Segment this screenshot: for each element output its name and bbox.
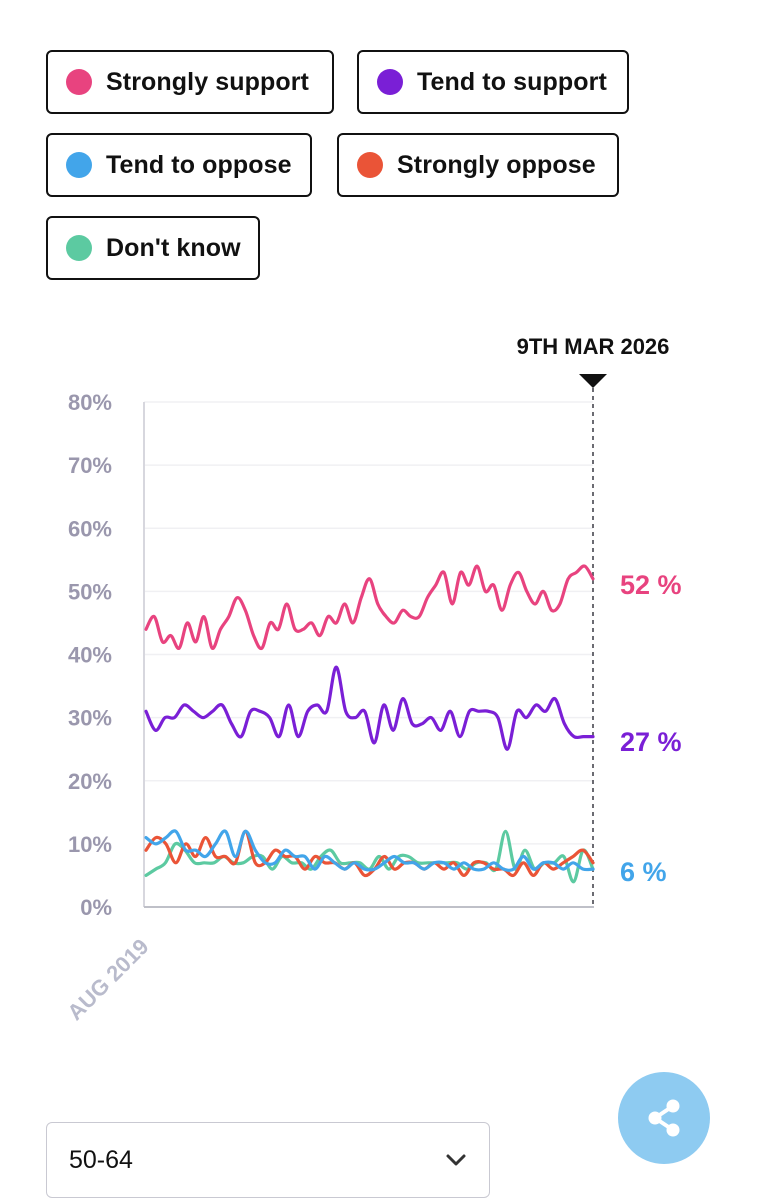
y-tick-label: 70% xyxy=(68,453,112,478)
y-tick-label: 0% xyxy=(80,895,112,920)
legend-dot-icon xyxy=(66,152,92,178)
y-axis-ticks: 80% 70% 60% 50% 40% 30% 20% 10% 0% xyxy=(68,390,112,920)
series-line-tend-to-support xyxy=(144,665,595,751)
legend-label: Strongly support xyxy=(106,67,309,96)
legend-dot-icon xyxy=(377,69,403,95)
series-line-tend-to-oppose xyxy=(144,829,595,872)
y-tick-label: 20% xyxy=(68,769,112,794)
legend-tend-to-support[interactable]: Tend to support xyxy=(357,50,629,114)
legend-label: Tend to oppose xyxy=(106,150,292,179)
end-label-tend-to-oppose: 6 % xyxy=(620,857,667,887)
legend-dot-icon xyxy=(66,69,92,95)
line-chart: 80%70%60%50%40%30%20%10%0% 9TH MAR 2026 … xyxy=(62,334,682,1025)
y-tick-label: 50% xyxy=(68,579,112,604)
end-label-strongly-support: 52 % xyxy=(620,570,682,600)
y-tick-label: 40% xyxy=(68,643,112,668)
legend-dont-know[interactable]: Don't know xyxy=(46,216,260,280)
series-line-strongly-oppose xyxy=(144,829,595,878)
share-icon xyxy=(648,1099,680,1137)
y-tick-label: 60% xyxy=(68,516,112,541)
end-label-tend-to-support: 27 % xyxy=(620,727,682,757)
current-date-marker-triangle-icon xyxy=(579,374,607,388)
y-tick-label: 30% xyxy=(68,706,112,731)
x-tick-label: AUG 2019 xyxy=(62,934,153,1025)
gridlines xyxy=(144,401,593,845)
y-tick-label: 10% xyxy=(68,832,112,857)
legend-tend-to-oppose[interactable]: Tend to oppose xyxy=(46,133,312,197)
legend-dot-icon xyxy=(66,235,92,261)
y-tick-label: 80% xyxy=(68,390,112,415)
legend-label: Strongly oppose xyxy=(397,150,596,179)
age-group-select[interactable]: 50-64 xyxy=(46,1122,490,1198)
age-group-select-value: 50-64 xyxy=(69,1145,133,1174)
series-lines xyxy=(144,564,595,884)
share-button[interactable] xyxy=(618,1072,710,1164)
legend-strongly-oppose[interactable]: Strongly oppose xyxy=(337,133,619,197)
legend-strongly-support[interactable]: Strongly support xyxy=(46,50,334,114)
legend-label: Don't know xyxy=(106,233,241,262)
series-line-strongly-support xyxy=(144,564,595,651)
chevron-down-icon xyxy=(446,1154,466,1166)
legend-dot-icon xyxy=(357,152,383,178)
current-date-label: 9TH MAR 2026 xyxy=(517,334,670,359)
legend-label: Tend to support xyxy=(417,67,607,96)
